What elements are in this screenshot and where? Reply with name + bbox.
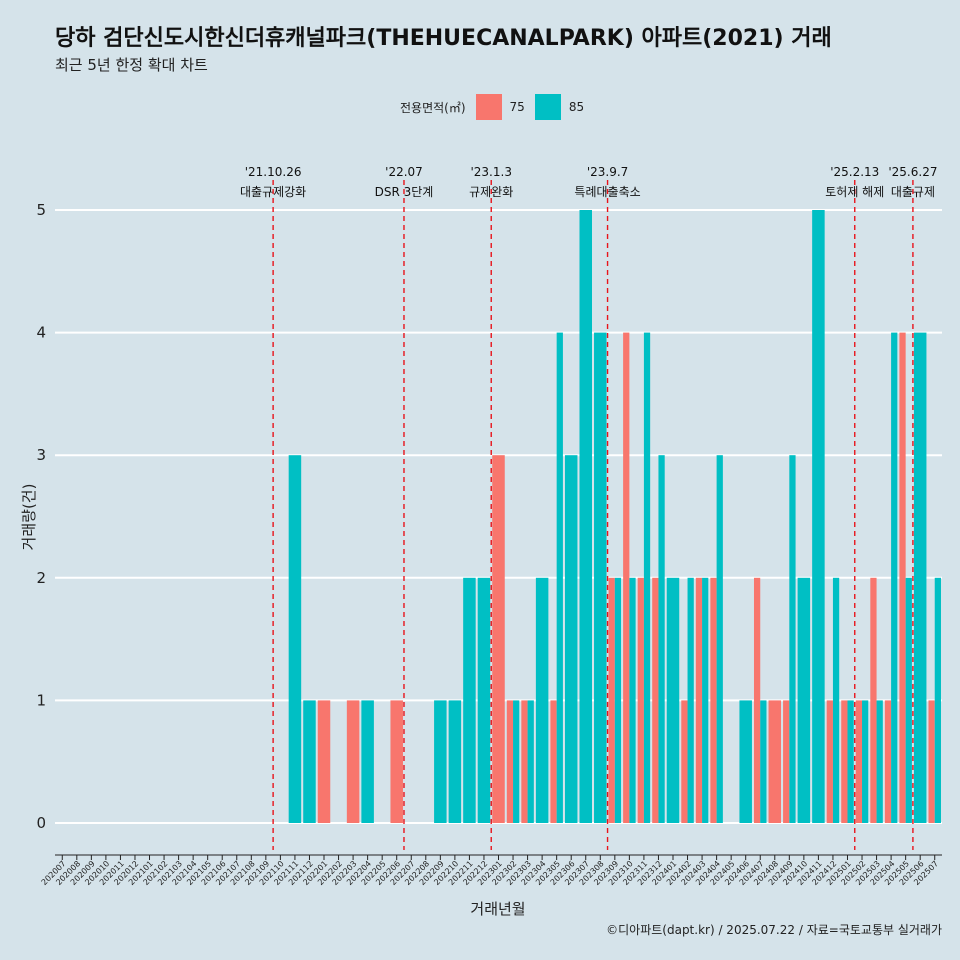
bar-85-202507 (934, 577, 941, 823)
y-tick-label: 5 (36, 201, 46, 219)
bar-75-202206 (390, 700, 403, 823)
bar-75-202404 (710, 577, 717, 823)
legend-swatch-75 (475, 94, 502, 120)
bar-85-202506 (913, 332, 927, 823)
bar-85-202401 (666, 577, 680, 823)
bar-85-202306 (564, 455, 578, 823)
bar-75-202403 (695, 577, 703, 823)
event-date-label: '25.6.27 (888, 165, 937, 179)
bar-75-202303 (521, 700, 528, 823)
bar-85-202407 (760, 700, 767, 823)
legend: 전용면적(㎡) 75 85 (400, 94, 594, 120)
event-name-label: 대출규제강화 (240, 185, 306, 199)
bar-75-202302 (506, 700, 514, 823)
y-tick-label: 1 (36, 691, 46, 709)
chart-subtitle: 최근 5년 한정 확대 차트 (55, 56, 208, 74)
x-axis-title: 거래년월 (470, 900, 525, 918)
bar-85-202502 (862, 700, 869, 823)
bar-75-202407 (753, 577, 761, 823)
bar-85-202312 (658, 455, 665, 823)
bar-85-202411 (812, 210, 825, 823)
bar-85-202305 (556, 332, 563, 823)
event-name-label: DSR 3단계 (375, 185, 434, 199)
chart-title: 당하 검단신도시한신더휴캐널파크(THEHUECANALPARK) 아파트(20… (55, 26, 832, 51)
event-date-label: '25.2.13 (830, 165, 879, 179)
bar-85-202310 (629, 577, 636, 823)
bar-85-202303 (527, 700, 534, 823)
event-name-label: 규제완화 (469, 185, 513, 199)
bar-75-202502 (855, 700, 863, 823)
bar-75-202409 (783, 700, 790, 823)
bar-75-202201 (317, 700, 331, 823)
bar-85-202112 (303, 700, 316, 823)
legend-label-75: 75 (509, 100, 525, 114)
event-date-label: '21.10.26 (245, 165, 302, 179)
bar-75-202408 (768, 700, 782, 823)
bar-75-202203 (346, 700, 360, 823)
bar-75-202402 (681, 700, 688, 823)
event-name-label: 특례대출축소 (574, 185, 640, 199)
event-name-label: 대출규제 (891, 185, 935, 199)
bar-85-202504 (891, 332, 898, 823)
bar-85-202212 (477, 577, 491, 823)
bar-85-202503 (876, 700, 883, 823)
bar-75-202305 (550, 700, 557, 823)
bar-75-202412 (826, 700, 833, 823)
caption: ©디아파트(dapt.kr) / 2025.07.22 / 자료=국토교통부 실… (606, 923, 942, 937)
legend-swatch-85 (534, 94, 561, 120)
y-tick-label: 0 (36, 814, 46, 832)
bar-85-202404 (716, 455, 723, 823)
bar-85-202204 (361, 700, 374, 823)
bar-85-202307 (579, 210, 592, 823)
bar-85-202410 (797, 577, 811, 823)
legend-label-85: 85 (568, 100, 585, 114)
y-tick-label: 4 (36, 324, 46, 342)
legend-title: 전용면적(㎡) (400, 100, 466, 115)
y-axis-title: 거래량(건) (20, 484, 38, 551)
bar-85-202406 (739, 700, 752, 823)
bar-85-202304 (535, 577, 549, 823)
y-tick-label: 3 (36, 446, 46, 464)
y-tick-label: 2 (36, 569, 46, 587)
bar-85-202311 (643, 332, 651, 823)
bar-85-202111 (288, 455, 302, 823)
bar-75-202311 (637, 577, 644, 823)
bar-85-202409 (789, 455, 796, 823)
bar-75-202504 (884, 700, 892, 823)
axes: 2020072020082020092020102020112020122021… (40, 854, 942, 887)
event-date-label: '23.1.3 (470, 165, 511, 179)
bar-85-202302 (513, 700, 520, 823)
bar-85-202210 (448, 700, 462, 823)
bars (288, 210, 941, 823)
bar-75-202310 (623, 332, 630, 823)
bar-85-202402 (687, 577, 694, 823)
event-name-label: 토허제 해제 (825, 185, 884, 199)
bar-75-202507 (928, 700, 935, 823)
event-date-label: '23.9.7 (587, 165, 628, 179)
bar-85-202505 (905, 577, 912, 823)
event-markers: '21.10.26 대출규제강화 '22.07 DSR 3단계 '23.1.3 규제완화 '… (240, 165, 937, 850)
bar-75-202301 (492, 455, 505, 823)
bar-85-202209 (434, 700, 447, 823)
bar-75-202309 (608, 577, 615, 823)
bar-85-202308 (594, 332, 607, 823)
bar-75-202312 (652, 577, 659, 823)
bar-85-202211 (463, 577, 476, 823)
bar-85-202309 (614, 577, 622, 823)
event-date-label: '22.07 (385, 165, 423, 179)
bar-75-202503 (870, 577, 877, 823)
bar-75-202501 (841, 700, 848, 823)
bar-75-202505 (899, 332, 906, 823)
bar-85-202412 (832, 577, 840, 823)
bar-85-202501 (847, 700, 854, 823)
bar-85-202403 (702, 577, 709, 823)
